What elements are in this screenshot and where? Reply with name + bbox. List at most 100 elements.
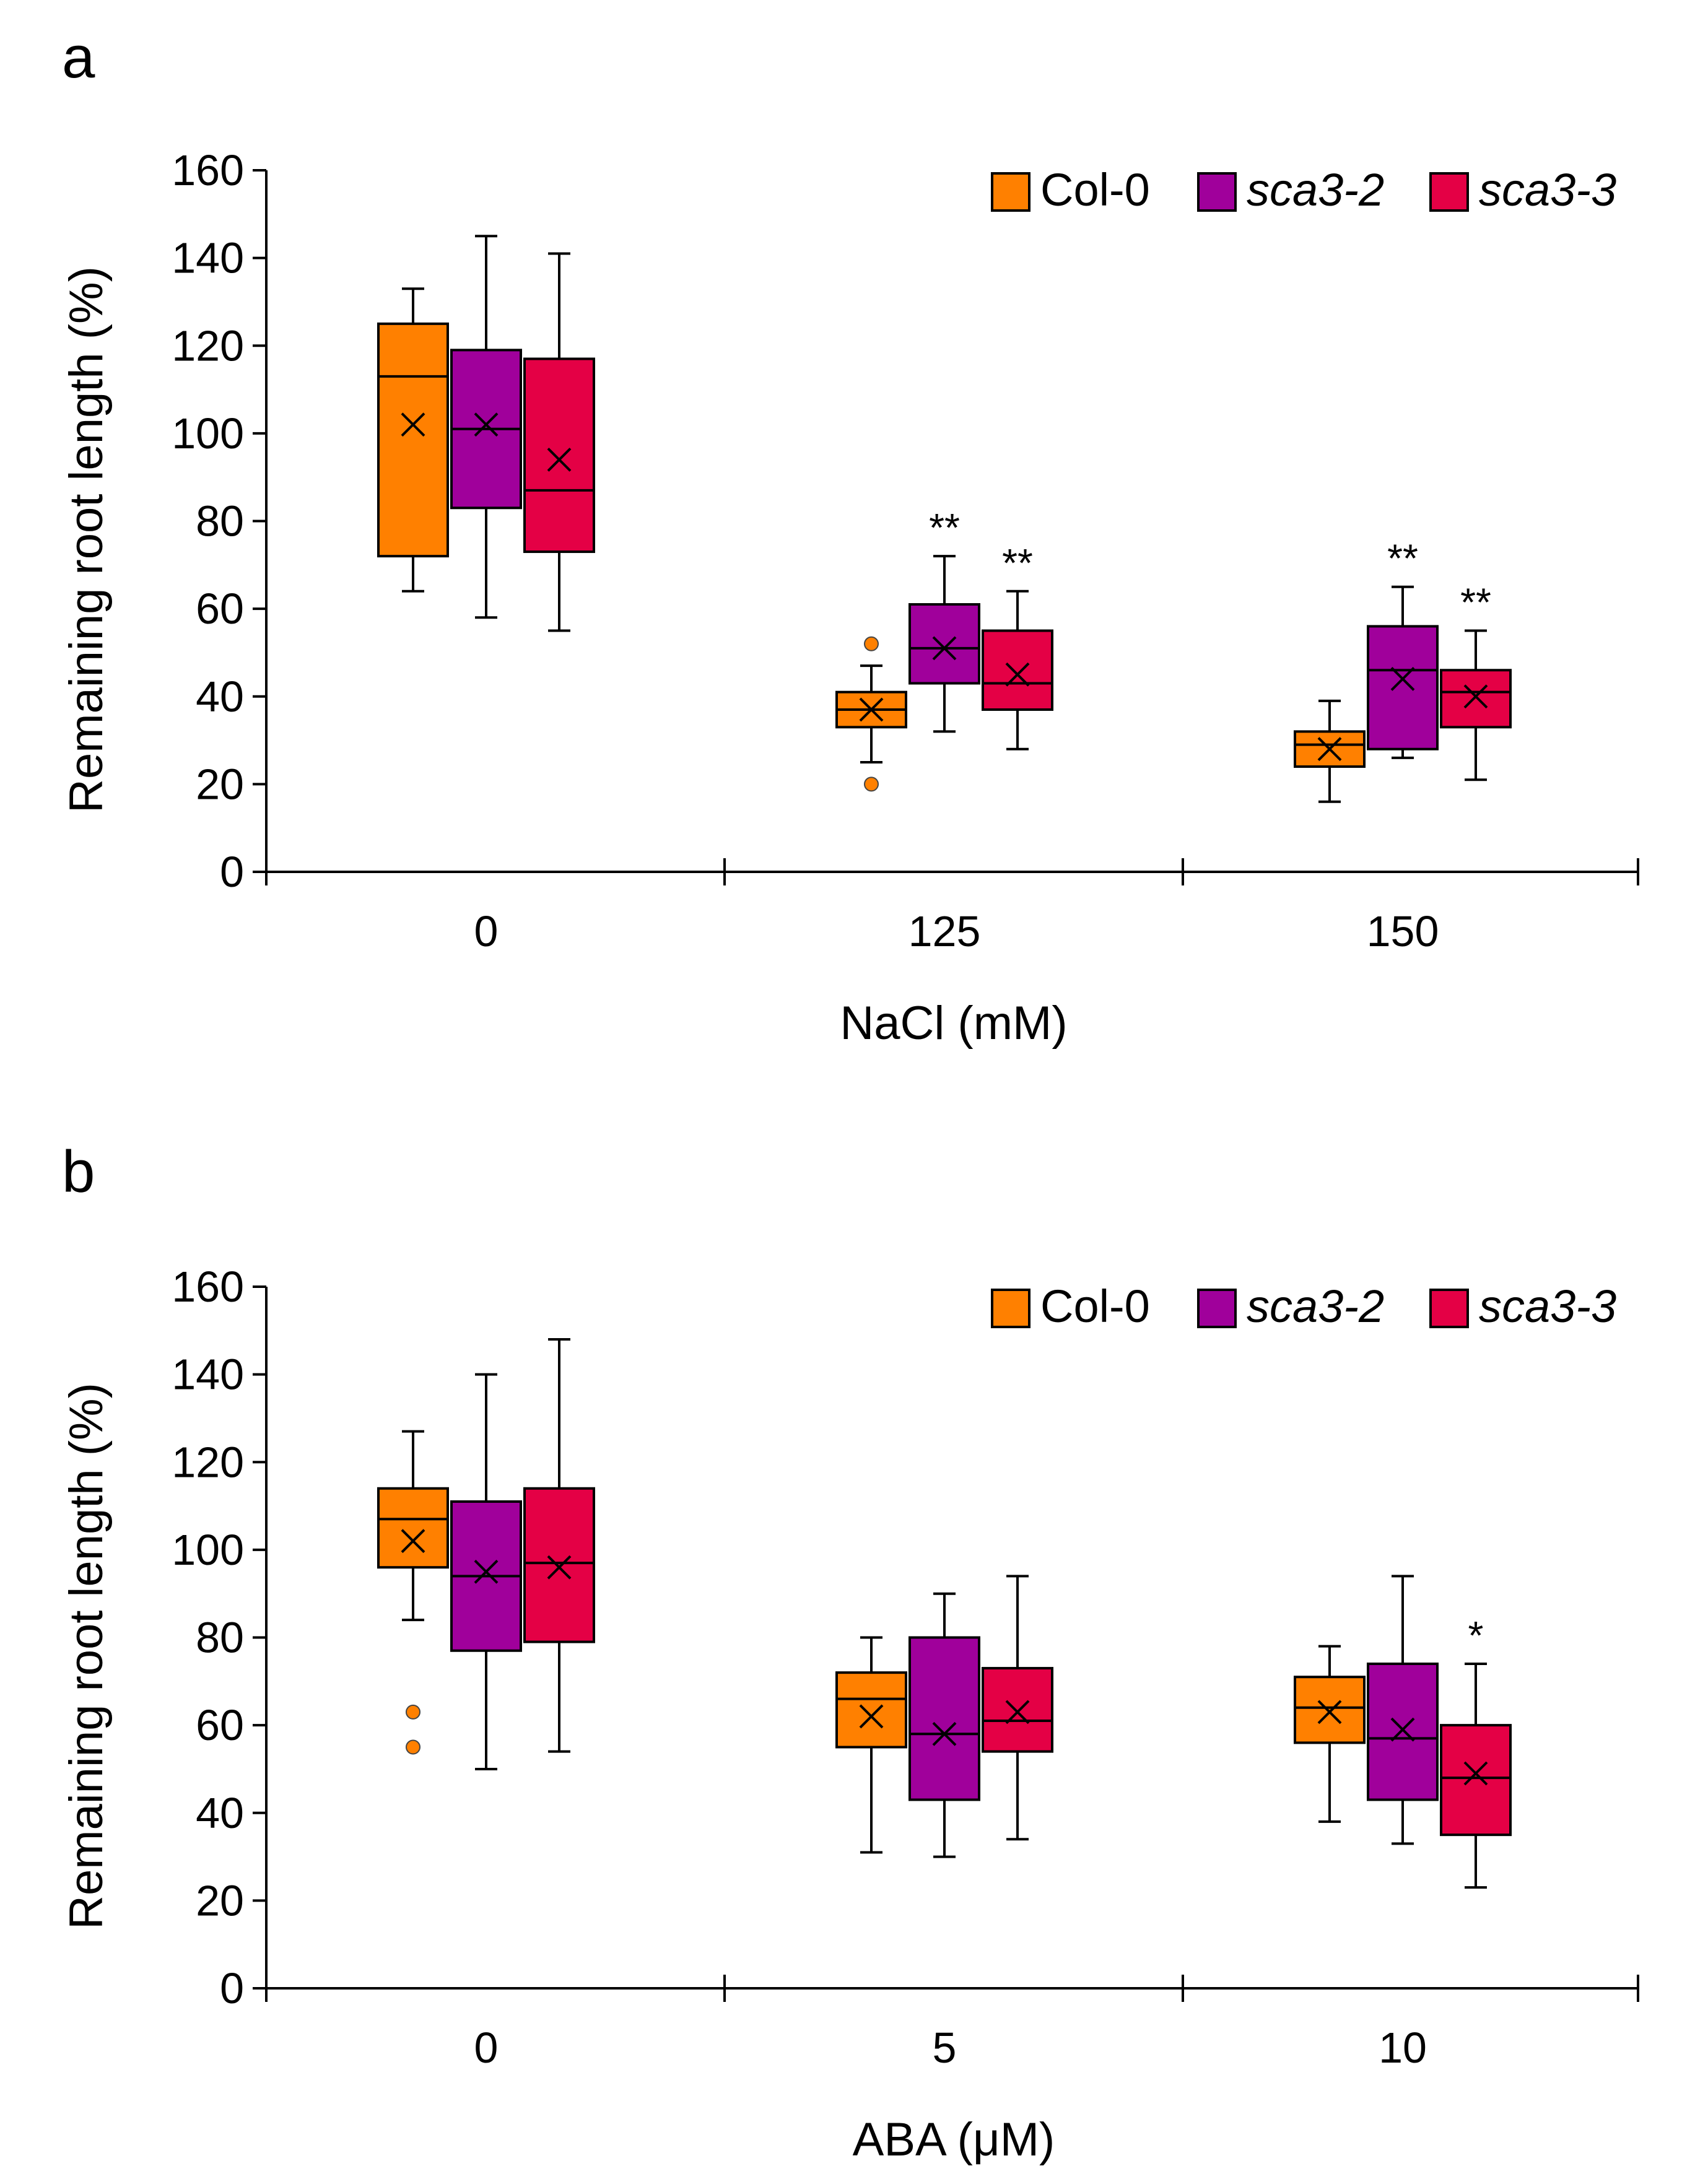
box-Col-0-0 [377,1430,449,1755]
box-Col-0-5 [835,1636,907,1854]
y-tick-label: 160 [172,1263,244,1311]
box-body [1367,625,1439,750]
box-body [982,1667,1053,1753]
mean-marker [474,1559,499,1584]
legend-swatch-sca3-3 [1429,1289,1469,1328]
significance-marker: ** [1387,536,1418,581]
box-sca3-2-5 [908,1592,980,1858]
box-body [908,603,980,685]
y-tick-label: 20 [196,760,244,808]
box-sca3-3-125: ** [982,541,1053,750]
y-tick-label: 140 [172,234,244,282]
mean-marker [1390,1717,1415,1742]
mean-marker [859,1704,884,1729]
mean-marker [859,697,884,722]
box-body [908,1636,980,1801]
box-sca3-2-125: ** [908,505,980,733]
panel-label: a [62,24,95,90]
mean-marker [1317,1700,1342,1724]
y-tick-label: 60 [196,585,244,633]
box-Col-0-0 [377,287,449,593]
box-sca3-3-150: ** [1440,580,1512,781]
y-tick-label: 60 [196,1701,244,1749]
box-sca3-3-0 [523,252,595,632]
mean-marker [1463,1761,1488,1786]
legend-swatch-Col-0 [991,172,1030,212]
mean-marker [401,412,425,437]
y-tick-label: 140 [172,1350,244,1399]
significance-marker: * [1468,1613,1484,1658]
y-axis-title: Remaining root length (%) [60,1383,113,1929]
y-tick-label: 120 [172,321,244,370]
box-sca3-3-10: * [1440,1613,1512,1889]
box-sca3-2-0 [450,1373,522,1770]
panel-label: b [62,1139,95,1205]
box-body [523,357,595,554]
mean-marker [547,1555,572,1580]
box-sca3-2-0 [450,235,522,619]
significance-marker: ** [929,505,960,550]
mean-marker [1463,684,1488,709]
legend-swatch-sca3-3 [1429,172,1469,212]
x-axis-title: ABA (μM) [853,2113,1055,2166]
y-tick-label: 0 [220,1964,244,2012]
y-tick-label: 120 [172,1438,244,1486]
chart-panel-a: a 0 20 40 60 80 100 120 140 160 0 125 150 NaCl (mM) Re… [60,24,1639,1050]
outlier-point [406,1704,420,1720]
mean-marker [932,1721,957,1746]
significance-marker: ** [1460,580,1491,625]
box-Col-0-150 [1294,699,1366,803]
box-sca3-3-5 [982,1575,1053,1841]
box-sca3-2-10 [1367,1575,1439,1845]
legend-label-sca3-3: sca3-3 [1479,1281,1616,1332]
mean-marker [1390,667,1415,691]
legend-label-Col-0: Col-0 [1040,1281,1150,1332]
box-body [523,1487,595,1643]
y-tick-label: 0 [220,848,244,896]
y-tick-label: 40 [196,1789,244,1837]
box-body [1440,669,1512,729]
box-body [1440,1724,1512,1837]
x-tick-label: 0 [474,2024,499,2072]
y-tick-label: 20 [196,1876,244,1925]
legend-label-sca3-2: sca3-2 [1247,164,1384,215]
mean-marker [474,412,499,437]
significance-marker: ** [1002,541,1033,585]
outlier-point [406,1739,420,1755]
mean-marker [932,636,957,661]
x-tick-label: 10 [1379,2024,1427,2072]
box-body [377,322,449,558]
mean-marker [1005,662,1030,687]
y-tick-label: 160 [172,146,244,194]
legend-label-sca3-3: sca3-3 [1479,164,1616,215]
y-tick-label: 40 [196,672,244,721]
mean-marker [547,447,572,472]
x-tick-label: 150 [1367,907,1439,955]
box-sca3-2-150: ** [1367,536,1439,759]
mean-marker [401,1529,425,1554]
box-body [835,1671,907,1749]
legend-swatch-sca3-2 [1197,1289,1237,1328]
box-Col-0-125 [835,636,907,792]
mean-marker [1317,737,1342,762]
box-body [982,629,1053,711]
legend-label-Col-0: Col-0 [1040,164,1150,215]
y-tick-label: 80 [196,497,244,546]
x-tick-label: 125 [908,907,981,955]
box-body [1294,1676,1366,1744]
box-Col-0-10 [1294,1645,1366,1823]
legend-swatch-Col-0 [991,1289,1030,1328]
box-body [377,1487,449,1569]
box-sca3-3-0 [523,1337,595,1753]
x-axis-title: NaCl (mM) [840,997,1067,1050]
outlier-point [864,636,879,651]
y-tick-label: 100 [172,409,244,458]
box-body [1367,1662,1439,1801]
x-tick-label: 5 [933,2024,957,2072]
y-tick-label: 80 [196,1614,244,1662]
x-tick-label: 0 [474,907,499,955]
chart-panel-b: b 0 20 40 60 80 100 120 140 160 0 5 10 ABA (μM) Remain… [60,1139,1639,2166]
y-tick-label: 100 [172,1526,244,1574]
legend-swatch-sca3-2 [1197,172,1237,212]
